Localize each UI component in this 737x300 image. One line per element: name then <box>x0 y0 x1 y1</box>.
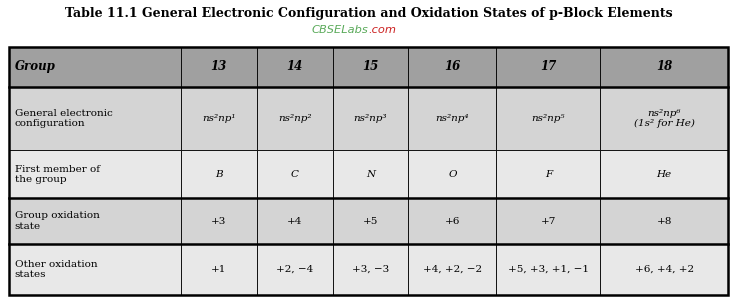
Bar <box>181 150 256 198</box>
Text: +4: +4 <box>287 217 302 226</box>
Text: F: F <box>545 170 552 179</box>
Bar <box>408 198 497 244</box>
Text: CBSELabs: CBSELabs <box>312 25 368 34</box>
Bar <box>9 198 181 244</box>
Text: B: B <box>214 170 223 179</box>
Text: C: C <box>290 170 298 179</box>
Bar <box>497 46 600 87</box>
Text: +8: +8 <box>657 217 672 226</box>
Bar <box>256 198 332 244</box>
Bar <box>181 244 256 295</box>
Text: 15: 15 <box>363 60 379 74</box>
Text: Other oxidation
states: Other oxidation states <box>15 260 97 279</box>
Text: 18: 18 <box>656 60 672 74</box>
Bar <box>181 87 256 150</box>
Bar <box>497 198 600 244</box>
Bar <box>497 244 600 295</box>
Text: +5: +5 <box>363 217 378 226</box>
Text: ns²np⁴: ns²np⁴ <box>436 114 469 123</box>
Text: +7: +7 <box>541 217 556 226</box>
Text: Group oxidation
state: Group oxidation state <box>15 212 99 231</box>
Text: +6: +6 <box>444 217 460 226</box>
Bar <box>256 46 332 87</box>
Bar <box>181 46 256 87</box>
Text: +4, +2, −2: +4, +2, −2 <box>423 265 482 274</box>
Bar <box>256 150 332 198</box>
Bar <box>9 244 181 295</box>
Text: ns²np⁵: ns²np⁵ <box>531 114 565 123</box>
Text: ns²np²: ns²np² <box>278 114 311 123</box>
Bar <box>600 46 728 87</box>
Bar <box>600 244 728 295</box>
Text: He: He <box>657 170 672 179</box>
Text: 14: 14 <box>287 60 303 74</box>
Bar <box>9 87 181 150</box>
Bar <box>332 198 408 244</box>
Text: +5, +3, +1, −1: +5, +3, +1, −1 <box>508 265 589 274</box>
Text: .com: .com <box>368 25 397 34</box>
Text: ns²np¹: ns²np¹ <box>202 114 235 123</box>
Text: +1: +1 <box>211 265 226 274</box>
Bar <box>9 150 181 198</box>
Bar <box>332 46 408 87</box>
Text: 16: 16 <box>444 60 461 74</box>
Bar <box>600 87 728 150</box>
Text: ns²np⁶
(1s² for He): ns²np⁶ (1s² for He) <box>634 109 695 128</box>
Bar <box>408 150 497 198</box>
Text: Group: Group <box>15 60 55 74</box>
Text: First member of
the group: First member of the group <box>15 165 99 184</box>
Text: O: O <box>448 170 457 179</box>
Bar <box>600 198 728 244</box>
Text: +3, −3: +3, −3 <box>352 265 389 274</box>
Bar <box>408 244 497 295</box>
Bar <box>497 150 600 198</box>
Text: General electronic
configuration: General electronic configuration <box>15 109 113 128</box>
Text: +6, +4, +2: +6, +4, +2 <box>635 265 694 274</box>
Text: 17: 17 <box>540 60 556 74</box>
Text: +2, −4: +2, −4 <box>276 265 313 274</box>
Text: +3: +3 <box>211 217 226 226</box>
Bar <box>9 46 181 87</box>
Text: Table 11.1 General Electronic Configuration and Oxidation States of p-Block Elem: Table 11.1 General Electronic Configurat… <box>65 8 672 20</box>
Bar <box>256 244 332 295</box>
Bar <box>332 150 408 198</box>
Text: ns²np³: ns²np³ <box>354 114 387 123</box>
Bar <box>9 46 728 295</box>
Bar <box>332 244 408 295</box>
Bar <box>408 87 497 150</box>
Bar <box>497 87 600 150</box>
Bar <box>600 150 728 198</box>
Bar <box>181 198 256 244</box>
Text: N: N <box>366 170 375 179</box>
Bar <box>408 46 497 87</box>
Bar <box>332 87 408 150</box>
Bar <box>256 87 332 150</box>
Text: 13: 13 <box>211 60 227 74</box>
